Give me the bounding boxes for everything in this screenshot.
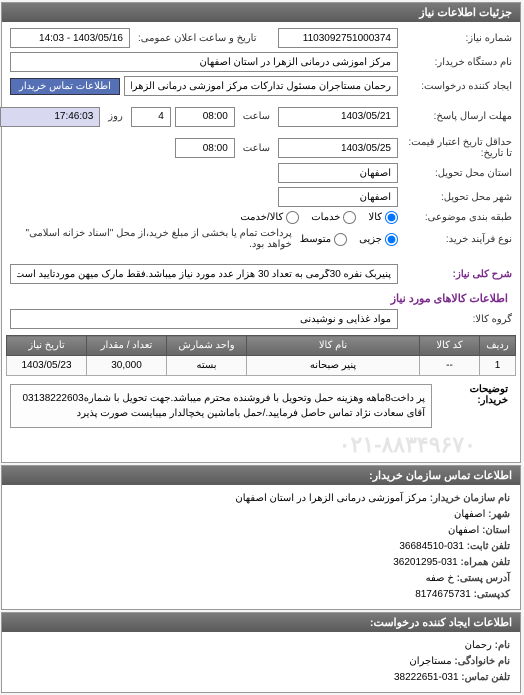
inp-desc: [11, 264, 399, 284]
radio-kalakhadamat[interactable]: کالا/خدمت: [241, 211, 300, 224]
bg-phone: ۰۲۱-۸۸۳۴۹۶۷۰: [7, 432, 517, 458]
c-fax-lbl: تلفن همراه:: [462, 557, 511, 568]
radio-motavaset[interactable]: متوسط: [301, 233, 348, 246]
inp-org: [11, 52, 399, 72]
row-agree: نوع فرآیند خرید: جزیی متوسط پرداخت تمام …: [7, 226, 517, 252]
inp-province: [279, 163, 399, 183]
agree-radio-group: جزیی متوسط: [301, 233, 399, 246]
c-addr-lbl: آدرس پستی:: [458, 573, 511, 584]
lbl-buyer-note: توضیحات خریدار:: [437, 380, 517, 406]
contact-panel: اطلاعات تماس سازمان خریدار: نام سازمان خ…: [2, 465, 522, 610]
goods-title: اطلاعات کالاهای مورد نیاز: [7, 286, 517, 307]
lbl-desc: شرح کلی نیاز:: [403, 269, 513, 280]
lbl-day: روز: [105, 111, 128, 122]
agree-note: پرداخت تمام یا بخشی از مبلغ خرید،از محل …: [11, 228, 297, 250]
lbl-valid-time: ساعت: [240, 143, 275, 154]
goods-table: ردیف کد کالا نام کالا واحد شمارش تعداد /…: [7, 335, 517, 376]
lbl-province: استان محل تحویل:: [403, 168, 513, 179]
inp-deadline-day: [132, 107, 172, 127]
th-unit: واحد شمارش: [168, 336, 248, 356]
cr-fam-lbl: نام خانوادگی:: [455, 656, 511, 667]
lbl-class: طبقه بندی موضوعی:: [403, 212, 513, 223]
c-post-val: 8174675731: [416, 589, 472, 600]
th-qty: تعداد / مقدار: [88, 336, 168, 356]
creator-panel: اطلاعات ایجاد کننده درخواست: نام: رحمان …: [2, 612, 522, 693]
c-post-lbl: کدپستی:: [475, 589, 511, 600]
c-prov-lbl: استان:: [483, 525, 511, 536]
buyer-note-box: پر داخت8ماهه وهزینه حمل وتحویل با فروشند…: [11, 384, 433, 428]
lbl-requester: ایجاد کننده درخواست:: [403, 81, 513, 92]
th-code: کد کالا: [421, 336, 481, 356]
c-phone-lbl: تلفن ثابت:: [468, 541, 511, 552]
main-panel: جزئیات اطلاعات نیاز شماره نیاز: تاریخ و …: [2, 2, 522, 463]
td-code: --: [421, 356, 481, 376]
inp-announce: [11, 28, 131, 48]
lbl-need-number: شماره نیاز:: [403, 33, 513, 44]
row-province: استان محل تحویل:: [7, 161, 517, 185]
lbl-org: نام دستگاه خریدار:: [403, 57, 513, 68]
radio-kala[interactable]: کالا: [369, 211, 399, 224]
inp-remain: [1, 107, 101, 127]
creator-header: اطلاعات ایجاد کننده درخواست:: [3, 613, 521, 632]
row-deadline: مهلت ارسال پاسخ: ساعت روز ساعت باقی ماند…: [7, 98, 517, 135]
inp-need-number: [279, 28, 399, 48]
row-need-number: شماره نیاز: تاریخ و ساعت اعلان عمومی:: [7, 26, 517, 50]
lbl-city: شهر محل تحویل:: [403, 192, 513, 203]
inp-requester: [125, 76, 399, 96]
lbl-goods-group: گروه کالا:: [403, 314, 513, 325]
radio-khadamat[interactable]: خدمات: [312, 211, 357, 224]
class-radio-group: کالا خدمات کالا/خدمت: [241, 211, 399, 224]
row-org: نام دستگاه خریدار:: [7, 50, 517, 74]
c-city-val: اصفهان: [455, 509, 486, 520]
th-name: نام کالا: [248, 336, 421, 356]
c-city-lbl: شهر:: [489, 509, 511, 520]
row-valid: حداقل تاریخ اعتبار قیمت: تا تاریخ: ساعت: [7, 135, 517, 161]
row-requester: ایجاد کننده درخواست: اطلاعات تماس خریدار: [7, 74, 517, 98]
row-goods-group: گروه کالا:: [7, 307, 517, 331]
cr-name-val: رحمان: [466, 640, 493, 651]
c-org-lbl: نام سازمان خریدار:: [431, 493, 511, 504]
td-qty: 30,000: [88, 356, 168, 376]
inp-valid-date: [279, 138, 399, 158]
table-header-row: ردیف کد کالا نام کالا واحد شمارش تعداد /…: [8, 336, 517, 356]
contact-header: اطلاعات تماس سازمان خریدار:: [3, 466, 521, 485]
c-org-val: مرکز آموزشی درمانی الزهرا در استان اصفها…: [236, 493, 428, 504]
cr-fam-val: مستاجران: [410, 656, 452, 667]
lbl-valid: حداقل تاریخ اعتبار قیمت: تا تاریخ:: [403, 137, 513, 159]
inp-deadline-date: [279, 107, 399, 127]
row-class: طبقه بندی موضوعی: کالا خدمات کالا/خدمت: [7, 209, 517, 226]
th-row: ردیف: [481, 336, 517, 356]
inp-deadline-time: [176, 107, 236, 127]
td-name: پنیر صبحانه: [248, 356, 421, 376]
c-fax-val: 031-36201295: [394, 557, 459, 568]
row-city: شهر محل تحویل:: [7, 185, 517, 209]
main-body: شماره نیاز: تاریخ و ساعت اعلان عمومی: نا…: [3, 22, 521, 462]
row-desc: شرح کلی نیاز:: [7, 262, 517, 286]
buyer-note-row: توضیحات خریدار: پر داخت8ماهه وهزینه حمل …: [7, 380, 517, 432]
table-row: 1 -- پنیر صبحانه بسته 30,000 1403/05/23: [8, 356, 517, 376]
td-row: 1: [481, 356, 517, 376]
inp-valid-time: [176, 138, 236, 158]
btn-buyer-contact[interactable]: اطلاعات تماس خریدار: [11, 78, 121, 95]
lbl-announce: تاریخ و ساعت اعلان عمومی:: [135, 33, 275, 44]
cr-name-lbl: نام:: [496, 640, 511, 651]
lbl-deadline-time: ساعت: [240, 111, 275, 122]
lbl-deadline: مهلت ارسال پاسخ:: [403, 111, 513, 122]
c-addr-val: خ صفه: [427, 573, 455, 584]
inp-goods-group: [11, 309, 399, 329]
c-prov-val: اصفهان: [449, 525, 480, 536]
main-header: جزئیات اطلاعات نیاز: [3, 3, 521, 22]
th-date: تاریخ نیاز: [8, 336, 88, 356]
radio-jozi[interactable]: جزیی: [360, 233, 399, 246]
inp-city: [279, 187, 399, 207]
cr-phone-val: 031-38222651: [395, 672, 460, 683]
creator-body: نام: رحمان نام خانوادگی: مستاجران تلفن ت…: [3, 632, 521, 692]
c-phone-val: 031-36684510: [400, 541, 465, 552]
td-unit: بسته: [168, 356, 248, 376]
cr-phone-lbl: تلفن تماس:: [462, 672, 511, 683]
td-date: 1403/05/23: [8, 356, 88, 376]
contact-body: نام سازمان خریدار: مرکز آموزشی درمانی ال…: [3, 485, 521, 609]
lbl-agree: نوع فرآیند خرید:: [403, 234, 513, 245]
